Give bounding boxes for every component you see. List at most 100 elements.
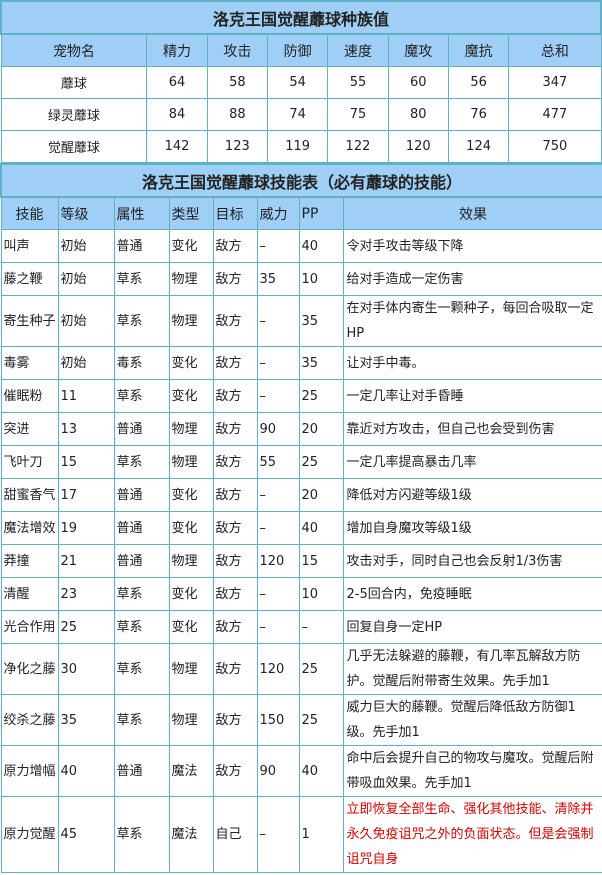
stat-cell: 124 — [447, 130, 510, 163]
skill-attr-cell: 35 — [57, 694, 115, 746]
column-header: 技能 — [0, 196, 59, 230]
column-header: 威力 — [256, 196, 300, 230]
skill-attr-cell: 敌方 — [212, 412, 258, 446]
column-header: 效果 — [342, 196, 602, 230]
skill-attr-cell: – — [256, 577, 300, 611]
effect-cell: 一定几率让对手昏睡 — [342, 379, 602, 413]
skill-attr-cell: 魔法 — [168, 796, 214, 873]
table-row: 清醒 23 草系 变化 敌方 –10 2-5回合内，免疫睡眠 — [0, 577, 602, 611]
column-header: 类型 — [168, 196, 214, 230]
skill-attr-cell: 初始 — [57, 346, 115, 380]
skill-attr-cell: 普通 — [113, 745, 170, 797]
table-row: 催眠粉 11 草系 变化 敌方 –25 一定几率让对手昏睡 — [0, 379, 602, 413]
stat-cell: 74 — [266, 98, 329, 131]
skill-attr-cell: 敌方 — [212, 577, 258, 611]
column-header: 攻击 — [206, 33, 269, 67]
skill-attr-cell: 35 — [298, 346, 344, 380]
effect-cell: 在对手体内寄生一颗种子，每回合吸取一定HP — [342, 295, 602, 347]
table-row: 毒雾 初始 毒系 变化 敌方 –35 让对手中毒。 — [0, 346, 602, 380]
skill-attr-cell: 40 — [298, 229, 344, 263]
skill-attr-cell: 敌方 — [212, 346, 258, 380]
table-row: 叫声 初始 普通 变化 敌方 –40 令对手攻击等级下降 — [0, 229, 602, 263]
skill-name-cell: 光合作用 — [0, 610, 59, 644]
skill-attr-cell: 30 — [57, 643, 115, 695]
column-header: 防御 — [266, 33, 329, 67]
effect-cell: 一定几率提高暴击几率 — [342, 445, 602, 479]
skill-attr-cell: 40 — [57, 745, 115, 797]
stats-table: 洛克王国觉醒蘼球种族值 宠物名 精力 攻击 防御 速度 魔攻 魔抗 总和 蘼球 64 58 54 55… — [0, 0, 602, 163]
skill-attr-cell: 初始 — [57, 229, 115, 263]
column-header: 等级 — [57, 196, 115, 230]
stat-cell: 55 — [327, 66, 389, 99]
skill-attr-cell: – — [256, 346, 300, 380]
effect-cell: 靠近对方攻击，但自己也会受到伤害 — [342, 412, 602, 446]
skill-attr-cell: – — [298, 610, 344, 644]
skill-attr-cell: 变化 — [168, 511, 214, 545]
skill-attr-cell: 90 — [256, 412, 300, 446]
skill-attr-cell: 敌方 — [212, 745, 258, 797]
table-row: 蘼球 64 58 54 55 60 56 347 — [0, 66, 602, 99]
skill-attr-cell: 17 — [57, 478, 115, 512]
skill-attr-cell: 草系 — [113, 262, 170, 296]
skill-attr-cell: 草系 — [113, 295, 170, 347]
skill-attr-cell: 敌方 — [212, 229, 258, 263]
table-row: 觉醒蘼球 142 123 119 122 120 124 750 — [0, 130, 602, 163]
skill-attr-cell: 40 — [298, 511, 344, 545]
skill-attr-cell: 变化 — [168, 610, 214, 644]
table-row: 原力觉醒 45 草系 魔法 自己 –1 立即恢复全部生命、强化其他技能、清除并永久免疫诅咒之… — [0, 796, 602, 873]
skill-attr-cell: 变化 — [168, 346, 214, 380]
stat-cell: 88 — [206, 98, 269, 131]
skill-attr-cell: 90 — [256, 745, 300, 797]
skill-attr-cell: 25 — [298, 643, 344, 695]
stat-cell: 123 — [206, 130, 269, 163]
skill-attr-cell: 普通 — [113, 511, 170, 545]
effect-cell: 令对手攻击等级下降 — [342, 229, 602, 263]
skill-attr-cell: 物理 — [168, 445, 214, 479]
skill-attr-cell: 变化 — [168, 379, 214, 413]
pet-name-cell: 绿灵蘼球 — [0, 98, 148, 131]
skill-attr-cell: – — [256, 379, 300, 413]
skill-attr-cell: 草系 — [113, 577, 170, 611]
column-header: 速度 — [327, 33, 389, 67]
skill-attr-cell: 物理 — [168, 295, 214, 347]
skill-attr-cell: 10 — [298, 262, 344, 296]
column-header: PP — [298, 196, 344, 230]
stat-cell: 54 — [266, 66, 329, 99]
skill-attr-cell: 草系 — [113, 796, 170, 873]
skill-name-cell: 毒雾 — [0, 346, 59, 380]
skill-attr-cell: 普通 — [113, 478, 170, 512]
stat-cell: 58 — [206, 66, 269, 99]
table-row: 光合作用 25 草系 变化 敌方 – – 回复自身一定HP — [0, 610, 602, 644]
skill-attr-cell: 敌方 — [212, 379, 258, 413]
skill-attr-cell: 20 — [298, 412, 344, 446]
effect-cell: 让对手中毒。 — [342, 346, 602, 380]
effect-cell: 威力巨大的藤鞭。觉醒后降低敌方防御1级。先手加1 — [342, 694, 602, 746]
skill-attr-cell: 敌方 — [212, 643, 258, 695]
stat-cell: 76 — [447, 98, 510, 131]
skill-attr-cell: 普通 — [113, 544, 170, 578]
effect-cell: 2-5回合内，免疫睡眠 — [342, 577, 602, 611]
table-row: 甜蜜香气 17 普通 变化 敌方 –20 降低对方闪避等级1级 — [0, 478, 602, 512]
skill-attr-cell: 魔法 — [168, 745, 214, 797]
skill-attr-cell: 21 — [57, 544, 115, 578]
effect-cell: 回复自身一定HP — [342, 610, 602, 644]
skill-name-cell: 莽撞 — [0, 544, 59, 578]
skill-attr-cell: 物理 — [168, 694, 214, 746]
effect-cell: 几乎无法躲避的藤鞭，有几率瓦解敌方防护。觉醒后附带寄生效果。先手加1 — [342, 643, 602, 695]
skill-attr-cell: 敌方 — [212, 295, 258, 347]
table-row: 飞叶刀 15 草系 物理 敌方 55 25 一定几率提高暴击几率 — [0, 445, 602, 479]
skill-attr-cell: 20 — [298, 478, 344, 512]
skill-attr-cell: 变化 — [168, 229, 214, 263]
skill-attr-cell: 25 — [298, 379, 344, 413]
skill-attr-cell: 敌方 — [212, 511, 258, 545]
skill-name-cell: 原力增幅 — [0, 745, 59, 797]
table-row: 藤之鞭 初始 草系 物理 敌方 35 10 给对手造成一定伤害 — [0, 262, 602, 296]
table-row: 魔法增效 19 普通 变化 敌方 –40 增加自身魔攻等级1级 — [0, 511, 602, 545]
column-header: 魔抗 — [447, 33, 510, 67]
skill-attr-cell: 10 — [298, 577, 344, 611]
effect-cell: 降低对方闪避等级1级 — [342, 478, 602, 512]
skill-attr-cell: 35 — [256, 262, 300, 296]
table-row: 绿灵蘼球 84 88 74 75 80 76 477 — [0, 98, 602, 131]
skill-attr-cell: 15 — [298, 544, 344, 578]
skill-attr-cell: 变化 — [168, 478, 214, 512]
